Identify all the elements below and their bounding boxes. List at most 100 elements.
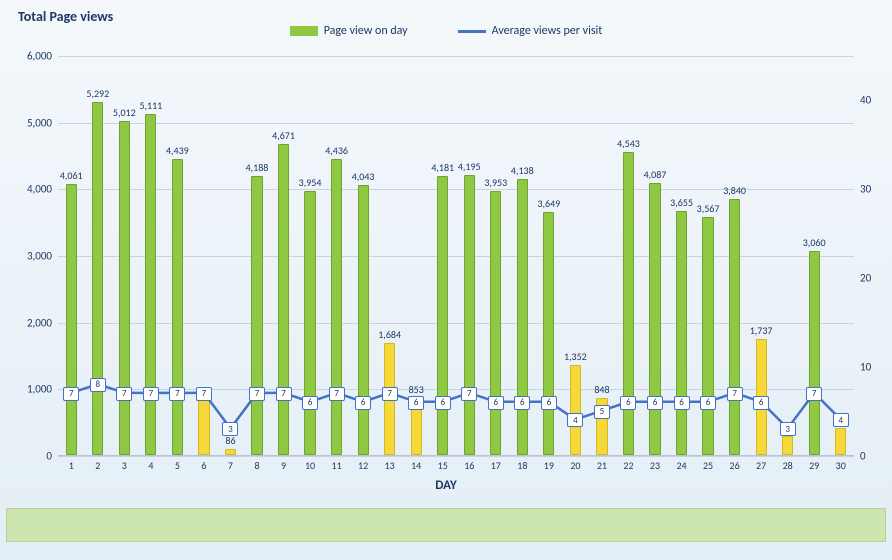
- x-tick-label: 20: [570, 459, 580, 472]
- legend-bar-swatch: [290, 26, 318, 36]
- x-tick-label: 22: [623, 459, 633, 472]
- footer-band: [6, 508, 886, 542]
- bar-value-label: 1,737: [750, 324, 773, 337]
- avg-marker-day-17: 6: [488, 396, 504, 410]
- avg-marker-day-27: 6: [753, 396, 769, 410]
- avg-marker-day-8: 7: [249, 387, 265, 401]
- y-left-tick-label: 3,000: [27, 250, 52, 263]
- bar-day-6: 827: [198, 400, 209, 455]
- bar-value-label: 4,061: [60, 169, 83, 182]
- bar-value-label: 4,439: [166, 144, 189, 157]
- x-tick-label: 29: [809, 459, 819, 472]
- bar-day-17: 3,953: [490, 191, 501, 455]
- bar-day-18: 4,138: [517, 179, 528, 455]
- bar-day-3: 5,012: [119, 121, 130, 455]
- avg-marker-day-30: 4: [833, 413, 849, 427]
- avg-marker-day-28: 3: [780, 422, 796, 436]
- y-right-tick-label: 0: [860, 450, 866, 463]
- legend-item-line: Average views per visit: [458, 24, 603, 38]
- bar-day-23: 4,087: [649, 183, 660, 455]
- x-tick-label: 3: [122, 459, 127, 472]
- bar-value-label: 5,012: [113, 106, 136, 119]
- bar-day-10: 3,954: [304, 191, 315, 455]
- avg-marker-day-6: 7: [196, 387, 212, 401]
- x-tick-label: 15: [438, 459, 448, 472]
- bar-value-label: 853: [409, 383, 424, 396]
- x-tick-label: 7: [228, 459, 233, 472]
- x-tick-label: 18: [517, 459, 527, 472]
- bar-day-24: 3,655: [676, 211, 687, 455]
- gridline: [58, 456, 854, 457]
- bar-day-7: 86: [225, 449, 236, 455]
- avg-marker-day-21: 5: [594, 405, 610, 419]
- bar-day-28: 288: [782, 436, 793, 455]
- bar-value-label: 1,352: [564, 350, 587, 363]
- bar-value-label: 4,043: [352, 170, 375, 183]
- bar-value-label: 1,684: [378, 328, 401, 341]
- x-tick-label: 25: [703, 459, 713, 472]
- bar-day-9: 4,671: [278, 144, 289, 455]
- x-tick-label: 13: [385, 459, 395, 472]
- bar-value-label: 3,655: [670, 196, 693, 209]
- x-tick-label: 9: [281, 459, 286, 472]
- x-tick-label: 6: [201, 459, 206, 472]
- x-tick-label: 17: [491, 459, 501, 472]
- x-tick-label: 2: [95, 459, 100, 472]
- bar-day-30: 404: [835, 428, 846, 455]
- y-left-tick-label: 4,000: [27, 183, 52, 196]
- bar-value-label: 3,953: [484, 176, 507, 189]
- y-right-tick-label: 30: [860, 183, 871, 196]
- bar-value-label: 4,087: [644, 168, 667, 181]
- y-right-tick-label: 10: [860, 361, 871, 374]
- avg-marker-day-7: 3: [222, 422, 238, 436]
- bar-value-label: 3,954: [299, 176, 322, 189]
- legend-bar-label: Page view on day: [324, 24, 408, 38]
- y-left-tick-label: 2,000: [27, 316, 52, 329]
- bar-value-label: 3,649: [537, 197, 560, 210]
- legend-item-bar: Page view on day: [290, 24, 408, 38]
- chart-title: Total Page views: [18, 8, 113, 25]
- bar-day-1: 4,061: [66, 184, 77, 455]
- x-tick-label: 30: [836, 459, 846, 472]
- bar-value-label: 3,567: [697, 202, 720, 215]
- avg-marker-day-20: 4: [567, 413, 583, 427]
- avg-marker-day-13: 7: [382, 387, 398, 401]
- gridline: [58, 56, 854, 57]
- bar-day-5: 4,439: [172, 159, 183, 455]
- gridline: [58, 123, 854, 124]
- plot-area: 01,0002,0003,0004,0005,0006,000010203040…: [58, 56, 854, 456]
- y-left-tick-label: 1,000: [27, 383, 52, 396]
- y-left-tick-label: 6,000: [27, 50, 52, 63]
- bar-day-29: 3,060: [809, 251, 820, 455]
- y-right-tick-label: 20: [860, 272, 871, 285]
- x-tick-label: 19: [544, 459, 554, 472]
- y-left-tick-label: 5,000: [27, 116, 52, 129]
- avg-marker-day-19: 6: [541, 396, 557, 410]
- avg-marker-day-26: 7: [727, 387, 743, 401]
- x-tick-label: 5: [175, 459, 180, 472]
- bar-value-label: 5,111: [139, 99, 162, 112]
- x-tick-label: 26: [730, 459, 740, 472]
- bar-value-label: 4,188: [246, 161, 269, 174]
- x-tick-label: 12: [358, 459, 368, 472]
- bar-day-19: 3,649: [543, 212, 554, 455]
- x-tick-label: 14: [411, 459, 421, 472]
- bar-day-15: 4,181: [437, 176, 448, 455]
- x-tick-label: 24: [676, 459, 686, 472]
- x-tick-label: 4: [148, 459, 153, 472]
- y-right-tick-label: 40: [860, 94, 871, 107]
- avg-marker-day-2: 8: [90, 378, 106, 392]
- x-tick-label: 28: [783, 459, 793, 472]
- bar-day-11: 4,436: [331, 159, 342, 455]
- avg-marker-day-25: 6: [700, 396, 716, 410]
- avg-marker-day-3: 7: [116, 387, 132, 401]
- avg-marker-day-23: 6: [647, 396, 663, 410]
- avg-marker-day-12: 6: [355, 396, 371, 410]
- avg-marker-day-29: 7: [806, 387, 822, 401]
- bar-value-label: 5,292: [86, 87, 109, 100]
- bar-value-label: 3,840: [723, 184, 746, 197]
- bar-day-2: 5,292: [92, 102, 103, 455]
- bar-value-label: 4,195: [458, 160, 481, 173]
- avg-marker-day-4: 7: [143, 387, 159, 401]
- bar-day-4: 5,111: [145, 114, 156, 455]
